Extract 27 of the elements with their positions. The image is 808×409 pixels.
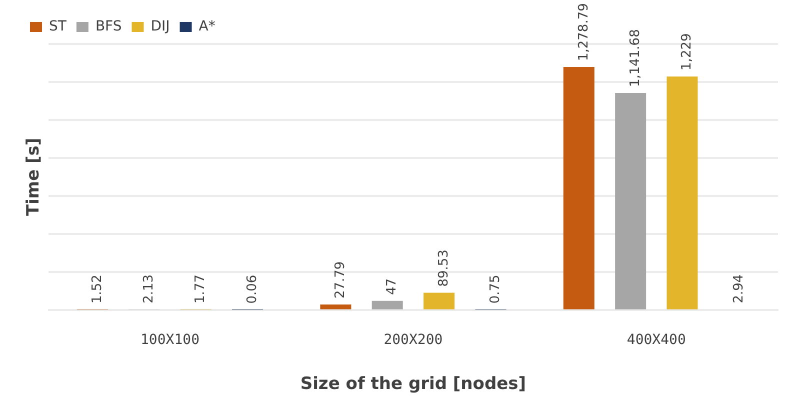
y-axis-title: Time [s] [24, 138, 44, 216]
data-label: 0.06 [244, 274, 260, 304]
legend-label: BFS [95, 18, 122, 35]
x-tick-label: 100X100 [140, 332, 200, 348]
data-label: 0.75 [488, 274, 504, 304]
x-axis-title: Size of the grid [nodes] [300, 374, 526, 394]
data-label: 1,229 [680, 33, 695, 70]
data-label: 1,278.79 [576, 3, 592, 62]
data-label: 1.77 [193, 274, 208, 304]
legend-label: A* [198, 18, 216, 35]
data-label: 2.13 [142, 274, 157, 304]
bar [666, 76, 698, 310]
data-label: 27.79 [333, 261, 348, 299]
x-tick-label: 400X400 [626, 332, 686, 348]
legend-label: ST [49, 18, 67, 35]
data-label: 2.94 [731, 274, 746, 304]
bar [615, 93, 646, 310]
data-label: 1.52 [90, 274, 105, 304]
bar [320, 304, 352, 310]
legend-label: DIJ [150, 18, 170, 35]
data-label: 1,141.68 [628, 29, 643, 88]
data-label: 89.53 [436, 250, 452, 287]
bar [563, 67, 594, 310]
x-tick-label: 200X200 [384, 332, 443, 348]
bar [424, 292, 455, 310]
data-label: 47 [384, 278, 400, 295]
bar [372, 300, 403, 310]
